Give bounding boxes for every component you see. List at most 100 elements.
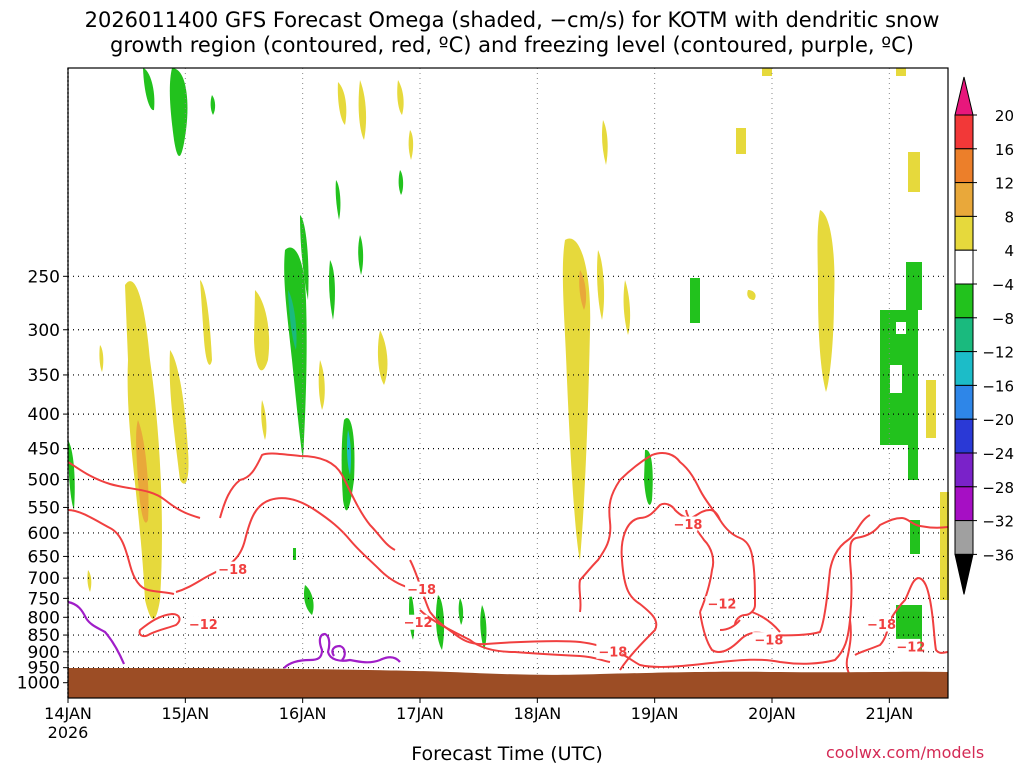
dendritic-contour — [219, 452, 396, 551]
contour-label: −18 — [407, 583, 436, 598]
omega-yellow-region — [736, 128, 746, 154]
contour-label-bg — [405, 581, 432, 597]
x-tick-label: 17JAN — [396, 704, 444, 723]
omega-yellow-region — [169, 350, 189, 484]
omega-yellow-region — [358, 80, 367, 140]
colorbar-label: −4 — [992, 276, 1014, 294]
y-tick-label: 850 — [28, 626, 60, 646]
x-tick-label: 19JAN — [631, 704, 679, 723]
y-tick-label: 550 — [28, 498, 60, 518]
colorbar-label: −24 — [982, 445, 1014, 463]
contour-label-bg — [705, 596, 732, 612]
dendritic-contour — [578, 452, 721, 613]
omega-yellow-region — [762, 68, 772, 76]
y-tick-label: 500 — [28, 471, 60, 491]
colorbar-segment — [954, 384, 974, 420]
contour-label-bg — [671, 516, 698, 532]
y-tick-label: 600 — [28, 524, 60, 544]
y-tick-label: 400 — [28, 405, 60, 425]
colorbar-label: −20 — [982, 411, 1014, 429]
x-tick-label: 15JAN — [161, 704, 209, 723]
plot-frame — [67, 67, 949, 699]
x-tick-label: 18JAN — [513, 704, 561, 723]
contour-label-bg — [401, 614, 428, 630]
omega-green-region — [398, 170, 404, 195]
colorbar-segment — [954, 148, 974, 184]
omega-green-region — [293, 548, 296, 560]
colorbar-segment — [954, 215, 974, 251]
colorbar-segment — [954, 317, 974, 353]
freezing-level-contour — [67, 600, 126, 665]
contour-label: −12 — [707, 598, 736, 613]
omega-yellow-region — [623, 280, 631, 335]
y-tick-label: 1000 — [17, 674, 60, 694]
colorbar-label: 20 — [995, 107, 1014, 125]
colorbar-label: −16 — [982, 377, 1014, 395]
omega-green-region — [303, 585, 314, 615]
contour-label-bg — [752, 632, 779, 648]
colorbar-segment — [954, 486, 974, 522]
colorbar-bottom-arrow — [954, 553, 974, 595]
omega-yellow-region — [99, 345, 104, 372]
y-tick-label: 350 — [28, 366, 60, 386]
y-tick-label: 800 — [28, 608, 60, 628]
y-tick-label: 300 — [28, 321, 60, 341]
colorbar-label: −32 — [982, 513, 1014, 531]
grid-lines — [68, 68, 948, 698]
dendritic-contour — [699, 514, 871, 653]
omega-green-region — [480, 605, 487, 650]
colorbar: 20 16 12 8 4 −4 −8 −12 −16 −20 −24 −28 −32 −36 — [954, 76, 1014, 595]
omega-yellow-region — [602, 120, 608, 165]
omega-green-region — [690, 278, 700, 323]
omega-green-region — [358, 235, 364, 275]
omega-yellow-region — [200, 280, 212, 365]
omega-cyan-core — [346, 430, 352, 475]
y-tick-label: 250 — [28, 267, 60, 287]
chart-title-line1: 2026011400 GFS Forecast Omega (shaded, −… — [84, 8, 940, 32]
omega-yellow-region — [896, 68, 906, 76]
colorbar-segment — [954, 283, 974, 319]
omega-green-region — [284, 247, 307, 460]
x-year-label: 2026 — [48, 723, 89, 742]
colorbar-label: −28 — [982, 479, 1014, 497]
watermark: coolwx.com/models — [826, 743, 985, 762]
dendritic-contour — [67, 461, 201, 519]
omega-green-region — [335, 180, 341, 220]
omega-yellow-region — [318, 360, 325, 410]
dendritic-contour — [845, 577, 949, 676]
contour-label: −12 — [404, 616, 433, 631]
colorbar-label: −8 — [992, 310, 1014, 328]
omega-yellow-region — [562, 238, 591, 560]
omega-orange-core — [579, 270, 587, 310]
contour-label-bg — [596, 643, 623, 659]
x-axis-label: Forecast Time (UTC) — [411, 743, 603, 765]
omega-yellow-region — [908, 152, 920, 192]
contour-label: −18 — [754, 634, 783, 649]
contour-label: −18 — [598, 645, 627, 660]
colorbar-label: 16 — [995, 141, 1014, 159]
omega-yellow-region — [408, 130, 414, 160]
y-tick-label: 650 — [28, 547, 60, 567]
y-tick-label: 450 — [28, 440, 60, 460]
colorbar-segment — [954, 351, 974, 386]
colorbar-label: −12 — [982, 344, 1014, 362]
colorbar-segment — [954, 452, 974, 488]
contour-label: −18 — [673, 518, 702, 533]
colorbar-label: −36 — [982, 546, 1014, 564]
colorbar-label: 8 — [1004, 208, 1014, 226]
chart-title-line2: growth region (contoured, red, ºC) and f… — [110, 33, 914, 57]
dendritic-contour — [67, 509, 175, 595]
omega-green-region — [644, 449, 653, 505]
colorbar-label: 4 — [1004, 242, 1014, 260]
dendritic-contour — [419, 609, 611, 663]
ground-surface — [68, 668, 948, 698]
contour-label: −18 — [218, 563, 247, 578]
x-tick-label: 20JAN — [748, 704, 796, 723]
freezing-level-contour — [283, 632, 401, 669]
contour-label: −18 — [867, 618, 896, 633]
chart-title: 2026011400 GFS Forecast Omega (shaded, −… — [0, 8, 1024, 58]
omega-yellow-region — [397, 80, 404, 115]
colorbar-segment — [954, 418, 974, 454]
contour-label: −12 — [189, 618, 218, 633]
colorbar-segment — [954, 182, 974, 217]
